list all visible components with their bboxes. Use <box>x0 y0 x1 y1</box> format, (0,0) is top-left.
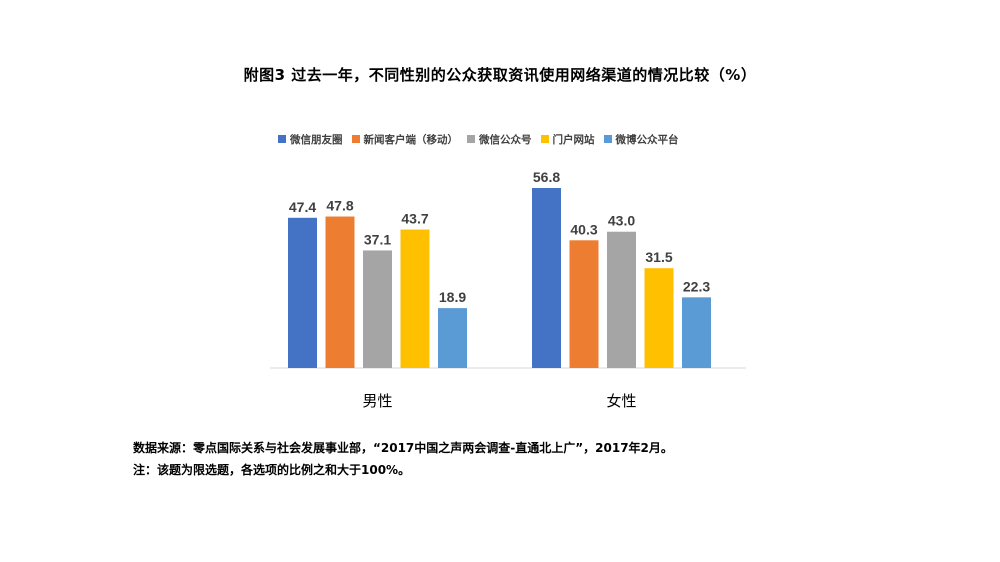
data-label: 56.8 <box>533 169 560 185</box>
footnote-note: 注：该题为限选题，各选项的比例之和大于100%。 <box>133 463 411 477</box>
legend-item: 微信公众号 <box>467 132 532 147</box>
bar <box>438 308 467 368</box>
legend-label: 微信朋友圈 <box>290 133 343 146</box>
legend-swatch <box>467 135 475 143</box>
bar <box>607 231 636 368</box>
bar <box>400 229 430 368</box>
legend-item: 新闻客户端（移动） <box>351 132 459 147</box>
data-label: 47.4 <box>289 199 316 215</box>
legend-swatch <box>603 135 612 143</box>
bar <box>325 216 355 368</box>
legend-label: 微博公众平台 <box>615 133 679 146</box>
data-label: 47.8 <box>326 198 353 214</box>
data-label: 22.3 <box>683 278 710 294</box>
legend-swatch <box>351 135 360 143</box>
bar <box>682 297 711 368</box>
legend-item: 微博公众平台 <box>603 132 679 147</box>
legend-label: 微信公众号 <box>479 133 532 146</box>
chart-title: 附图3 过去一年，不同性别的公众获取资讯使用网络渠道的情况比较（%） <box>243 66 757 84</box>
bar <box>644 268 674 368</box>
data-label: 18.9 <box>439 289 466 305</box>
chart-legend: 微信朋友圈 新闻客户端（移动） 微信公众号 门户网站 微博公众平台 <box>278 131 748 147</box>
legend-swatch <box>540 135 549 143</box>
legend-item: 微信朋友圈 <box>278 132 343 147</box>
bar <box>532 188 561 368</box>
bar <box>288 217 317 368</box>
data-label: 43.7 <box>401 211 428 227</box>
data-label: 37.1 <box>364 231 391 247</box>
legend-label: 新闻客户端（移动） <box>363 133 459 146</box>
source-note: 数据来源：零点国际关系与社会发展事业部，“2017中国之声两会调查-直通北上广”… <box>133 441 673 455</box>
legend-label: 门户网站 <box>552 133 595 146</box>
data-label: 40.3 <box>570 221 597 237</box>
category-label: 男性 <box>362 392 392 410</box>
bar <box>569 240 599 368</box>
legend-swatch <box>278 135 286 143</box>
data-label: 43.0 <box>608 213 635 229</box>
bar <box>363 250 392 368</box>
data-label: 31.5 <box>645 249 672 265</box>
legend-item: 门户网站 <box>540 132 595 147</box>
category-label: 女性 <box>606 392 636 410</box>
